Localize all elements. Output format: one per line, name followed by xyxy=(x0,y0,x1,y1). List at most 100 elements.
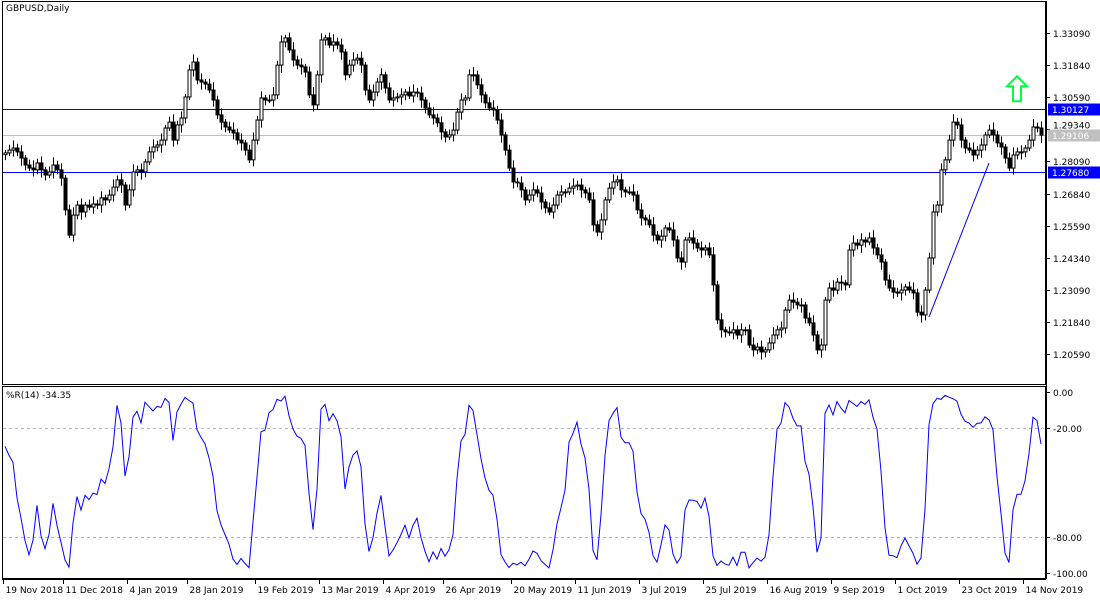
bearish-candle-body xyxy=(591,199,596,226)
bearish-candle-body xyxy=(839,281,844,284)
candle xyxy=(747,324,752,349)
bearish-candle-body xyxy=(55,164,60,171)
candle xyxy=(703,244,708,256)
candle xyxy=(739,323,744,343)
bullish-candle-body xyxy=(851,242,856,251)
bearish-candle-body xyxy=(475,74,480,86)
bullish-candle-body xyxy=(527,194,532,201)
candle xyxy=(839,275,844,291)
bearish-candle-body xyxy=(63,177,68,211)
candle xyxy=(375,77,380,97)
bullish-candle-body xyxy=(411,91,416,97)
bearish-candle-body xyxy=(803,304,808,319)
candle xyxy=(455,107,460,135)
candle xyxy=(547,202,552,216)
bullish-candle-body xyxy=(3,152,8,156)
candle xyxy=(767,337,772,353)
candle xyxy=(663,224,668,242)
bullish-candle-body xyxy=(7,149,12,154)
bullish-candle-body xyxy=(187,69,192,98)
bullish-candle-body xyxy=(823,299,828,346)
price-tick-label: 1.30590 xyxy=(1053,94,1090,104)
candle xyxy=(71,207,76,242)
bullish-candle-body xyxy=(179,117,184,126)
candle xyxy=(419,86,424,108)
candle xyxy=(959,118,964,148)
bearish-candle-body xyxy=(543,201,548,209)
candle xyxy=(335,37,340,50)
bullish-candle-body xyxy=(447,134,452,138)
bearish-candle-body xyxy=(651,224,656,236)
candle xyxy=(571,178,576,195)
bearish-candle-body xyxy=(735,329,740,336)
bullish-candle-body xyxy=(163,127,168,141)
candle xyxy=(783,307,788,334)
candle xyxy=(103,194,108,206)
bearish-candle-body xyxy=(343,51,348,76)
candle xyxy=(551,197,556,219)
candle xyxy=(443,128,448,143)
bearish-candle-body xyxy=(119,179,124,186)
bearish-candle-body xyxy=(207,83,212,91)
bullish-candle-body xyxy=(1023,147,1028,153)
bullish-candle-body xyxy=(391,97,396,101)
candle xyxy=(803,301,808,324)
candle xyxy=(779,321,784,338)
candle xyxy=(687,232,692,244)
candle xyxy=(143,158,148,178)
price-tick-label: 1.21840 xyxy=(1053,319,1090,329)
bearish-candle-body xyxy=(307,71,312,96)
candle xyxy=(239,133,244,151)
bullish-candle-body xyxy=(135,169,140,173)
candle xyxy=(651,217,656,242)
candle xyxy=(719,313,724,338)
candle xyxy=(247,144,252,163)
bearish-candle-body xyxy=(67,209,72,236)
bearish-candle-body xyxy=(759,346,764,353)
candle xyxy=(907,281,912,294)
candle xyxy=(963,137,968,154)
bullish-candle-body xyxy=(279,41,284,66)
bullish-candle-body xyxy=(827,287,832,301)
candle xyxy=(695,238,700,253)
bullish-candle-body xyxy=(559,191,564,196)
candle xyxy=(647,214,652,228)
bearish-candle-body xyxy=(711,254,716,286)
candle xyxy=(427,102,432,119)
candle xyxy=(643,214,648,226)
candle xyxy=(1027,134,1032,152)
candle xyxy=(875,243,880,260)
candle xyxy=(339,38,344,60)
bullish-candle-body xyxy=(767,342,772,351)
bullish-candle-body xyxy=(943,159,948,171)
bearish-candle-body xyxy=(203,81,208,85)
bullish-candle-body xyxy=(703,247,708,251)
price-panel-frame xyxy=(2,1,1046,385)
candle xyxy=(487,97,492,112)
bearish-candle-body xyxy=(579,184,584,191)
candle xyxy=(975,145,980,160)
candle xyxy=(731,322,736,340)
bullish-candle-body xyxy=(899,289,904,294)
bearish-candle-body xyxy=(811,322,816,336)
candle xyxy=(159,133,164,153)
bearish-candle-body xyxy=(339,44,344,53)
candle xyxy=(931,204,936,265)
bearish-candle-body xyxy=(303,66,308,73)
candle xyxy=(819,338,824,358)
price-tick-label: 1.28090 xyxy=(1053,158,1090,168)
bearish-candle-body xyxy=(635,194,640,211)
candle xyxy=(31,160,36,177)
bullish-candle-body xyxy=(75,204,80,216)
bearish-candle-body xyxy=(727,331,732,334)
bearish-candle-body xyxy=(443,131,448,138)
candle xyxy=(555,190,560,210)
candle xyxy=(511,160,516,189)
bearish-candle-body xyxy=(507,149,512,169)
candle xyxy=(139,163,144,180)
candle xyxy=(475,70,480,90)
candle xyxy=(635,190,640,215)
bearish-candle-body xyxy=(619,179,624,191)
candle xyxy=(563,188,568,198)
